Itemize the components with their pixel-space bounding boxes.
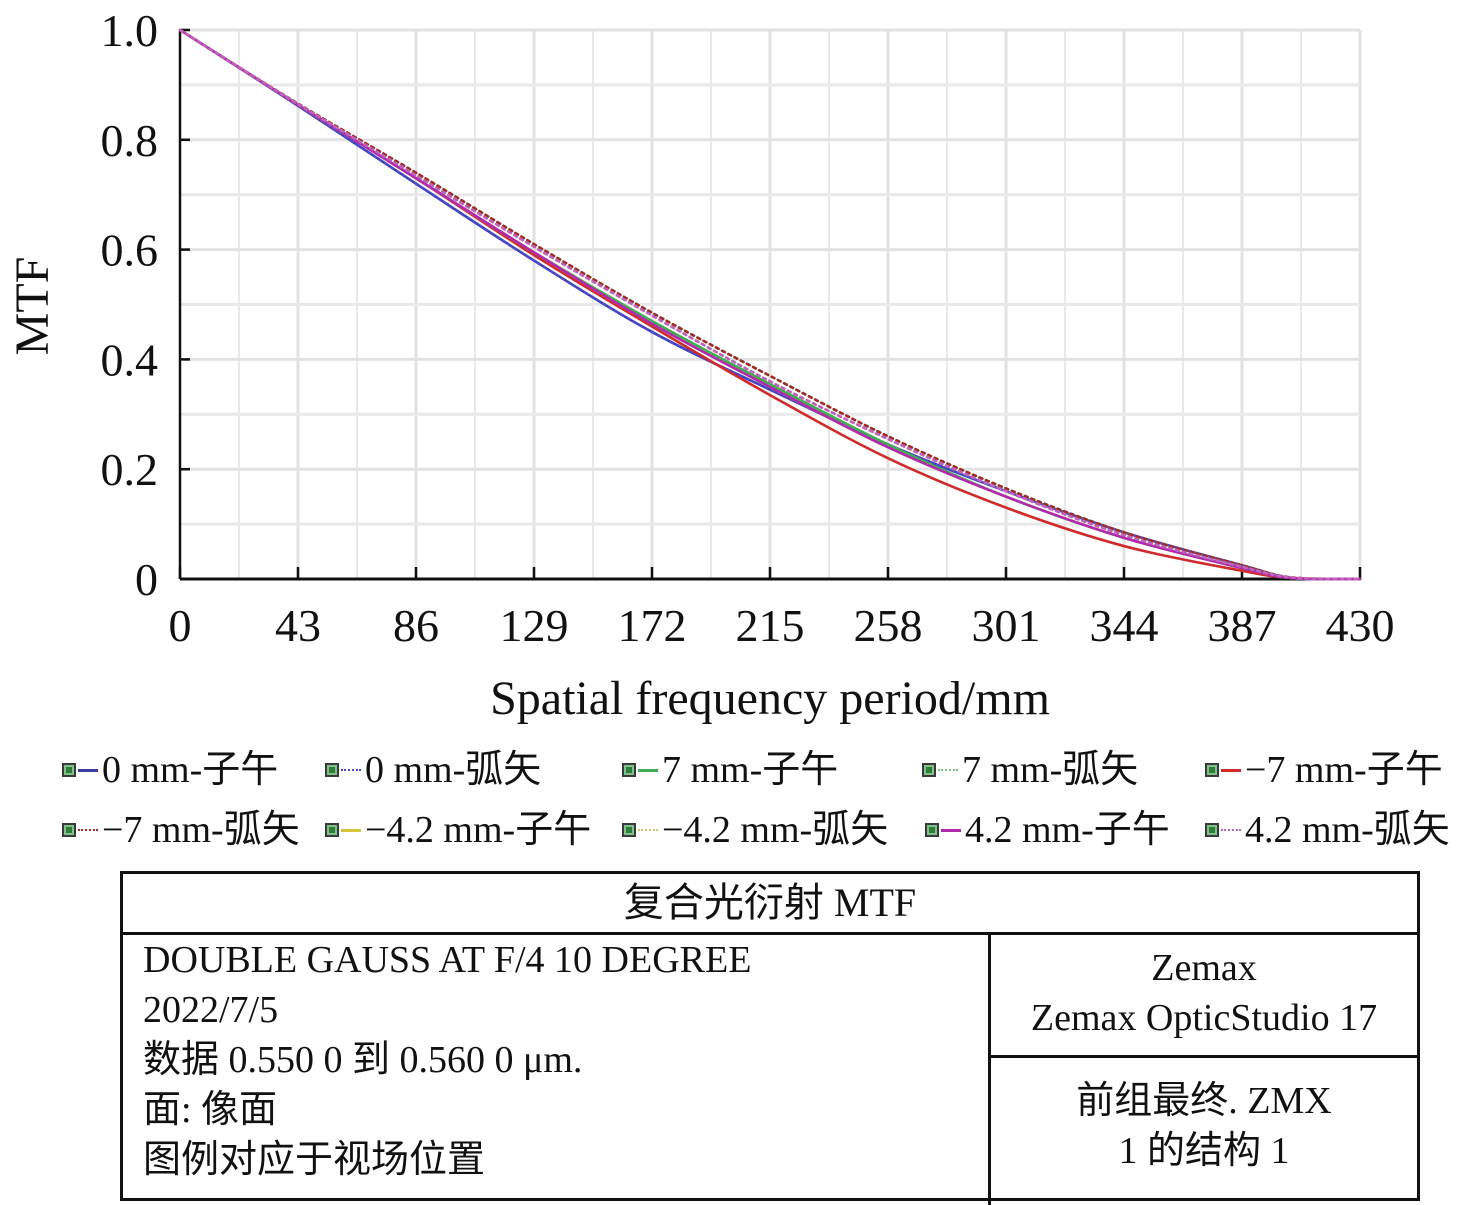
y-tick-label: 0.8 <box>101 115 159 166</box>
legend-item: −4.2 mm-弧矢 <box>622 808 888 852</box>
series-line-9 <box>178 28 1362 581</box>
y-tick-label: 0.2 <box>101 444 159 495</box>
info-right-bottom-panel: 前组最终. ZMX 1 的结构 1 <box>991 1058 1417 1198</box>
y-tick-label: 0.6 <box>101 225 159 276</box>
legend-label: 0 mm-子午 <box>102 749 279 791</box>
y-axis-title: MTF <box>6 257 59 356</box>
info-title: 复合光衍射 MTF <box>123 874 1417 935</box>
legend-swatch <box>78 768 98 772</box>
legend-item: 0 mm-弧矢 <box>325 748 541 792</box>
software-name: Zemax <box>1151 947 1257 989</box>
legend-swatch <box>638 829 658 831</box>
x-tick-label: 430 <box>1326 600 1395 651</box>
x-tick-label: 0 <box>169 600 192 651</box>
info-left-line: 2022/7/5 <box>143 989 279 1031</box>
grid <box>180 28 1362 579</box>
legend-label: 7 mm-弧矢 <box>962 749 1139 791</box>
info-left-line: 数据 0.550 0 到 0.560 0 μm. <box>143 1039 583 1081</box>
legend-item: 7 mm-子午 <box>622 748 838 792</box>
config-label: 1 的结构 1 <box>1118 1130 1290 1172</box>
legend-label: 0 mm-弧矢 <box>365 749 542 791</box>
axes <box>178 28 1362 581</box>
legend-swatch <box>938 769 958 771</box>
legend-item: −4.2 mm-子午 <box>325 808 591 852</box>
legend-swatch <box>78 829 98 831</box>
legend-swatch <box>1221 768 1241 772</box>
legend-label: −7 mm-弧矢 <box>102 809 300 851</box>
series-line-8 <box>178 28 1362 581</box>
legend-checkbox-icon <box>622 823 636 837</box>
x-axis-title: Spatial frequency period/mm <box>490 672 1050 725</box>
legend-checkbox-icon <box>325 823 339 837</box>
file-name: 前组最终. ZMX <box>1076 1080 1332 1122</box>
legend-item: 4.2 mm-弧矢 <box>1205 808 1450 852</box>
x-tick-label: 215 <box>736 600 805 651</box>
legend-item: −7 mm-弧矢 <box>62 808 300 852</box>
info-left-line: 图例对应于视场位置 <box>143 1139 486 1181</box>
x-tick-label: 43 <box>275 600 321 651</box>
legend-label: −4.2 mm-弧矢 <box>662 809 889 851</box>
x-tick-label: 258 <box>854 600 923 651</box>
x-tick-label: 129 <box>500 600 569 651</box>
legend-label: −7 mm-子午 <box>1245 749 1443 791</box>
mtf-chart: 0 43 86 129 172 215 258 301 344 387 430 0 0.2 0.4 0.6 0… <box>6 5 1395 725</box>
x-tick-label: 301 <box>972 600 1041 651</box>
legend-swatch <box>341 828 361 832</box>
series-line-5 <box>178 28 1362 581</box>
x-tick-label: 387 <box>1208 600 1277 651</box>
legend-checkbox-icon <box>62 763 76 777</box>
software-version: Zemax OpticStudio 17 <box>1030 997 1378 1039</box>
legend-checkbox-icon <box>922 763 936 777</box>
legend-label: −4.2 mm-子午 <box>365 809 592 851</box>
legend-checkbox-icon <box>1205 823 1219 837</box>
info-right-top-panel: Zemax Zemax OpticStudio 17 <box>991 935 1417 1058</box>
info-left-line: DOUBLE GAUSS AT F/4 10 DEGREE <box>143 939 752 981</box>
legend-label: 7 mm-子午 <box>662 749 839 791</box>
legend-item: 0 mm-子午 <box>62 748 278 792</box>
legend-checkbox-icon <box>925 823 939 837</box>
legend-checkbox-icon <box>622 763 636 777</box>
info-left-panel: DOUBLE GAUSS AT F/4 10 DEGREE 2022/7/5 数… <box>123 935 991 1205</box>
legend-checkbox-icon <box>62 823 76 837</box>
y-tick-label: 1.0 <box>101 5 159 56</box>
legend: 0 mm-子午 0 mm-弧矢 7 mm-子午 7 mm-弧矢 −7 mm-子午 −7 m… <box>0 740 1477 860</box>
legend-swatch <box>1221 829 1241 831</box>
x-tick-label: 172 <box>618 600 687 651</box>
legend-item: 4.2 mm-子午 <box>925 808 1170 852</box>
tick-labels: 0 43 86 129 172 215 258 301 344 387 430 0 0.2 0.4 0.6 0… <box>101 5 1395 651</box>
x-tick-label: 344 <box>1090 600 1159 651</box>
series-lines <box>178 28 1362 581</box>
info-table: 复合光衍射 MTF DOUBLE GAUSS AT F/4 10 DEGREE … <box>120 871 1420 1205</box>
legend-checkbox-icon <box>1205 763 1219 777</box>
legend-swatch <box>638 768 658 772</box>
legend-checkbox-icon <box>325 763 339 777</box>
legend-item: 7 mm-弧矢 <box>922 748 1138 792</box>
y-tick-label: 0.4 <box>101 334 159 385</box>
legend-label: 4.2 mm-弧矢 <box>1245 809 1450 851</box>
y-tick-label: 0 <box>135 554 158 605</box>
legend-item: −7 mm-子午 <box>1205 748 1443 792</box>
info-left-line: 面: 像面 <box>143 1089 278 1131</box>
x-tick-label: 86 <box>393 600 439 651</box>
legend-label: 4.2 mm-子午 <box>965 809 1170 851</box>
legend-swatch <box>341 769 361 771</box>
legend-swatch <box>941 828 961 832</box>
